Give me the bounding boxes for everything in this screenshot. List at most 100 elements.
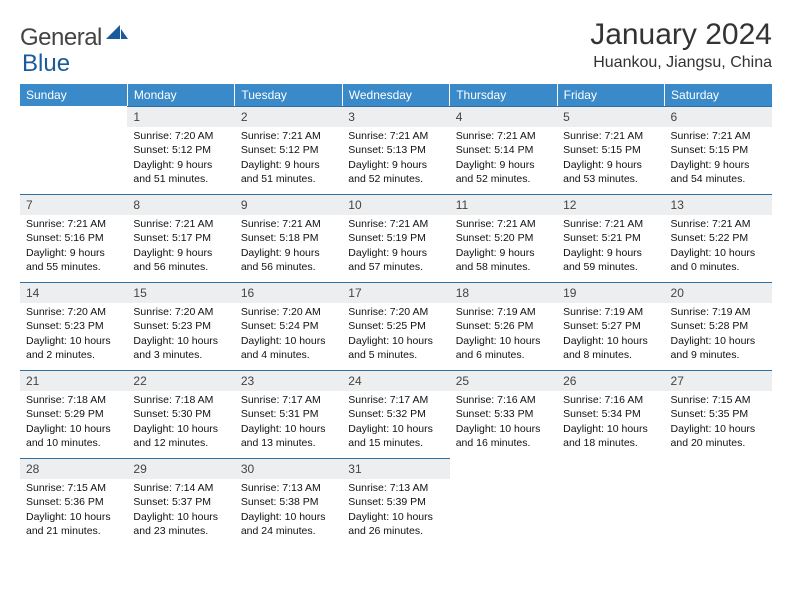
day-info: Sunrise: 7:21 AMSunset: 5:12 PMDaylight:… xyxy=(235,127,342,190)
calendar-cell: 8Sunrise: 7:21 AMSunset: 5:17 PMDaylight… xyxy=(127,194,234,282)
calendar-cell: 24Sunrise: 7:17 AMSunset: 5:32 PMDayligh… xyxy=(342,370,449,458)
day-info: Sunrise: 7:16 AMSunset: 5:33 PMDaylight:… xyxy=(450,391,557,454)
day-info: Sunrise: 7:18 AMSunset: 5:29 PMDaylight:… xyxy=(20,391,127,454)
daylight-text: Daylight: 9 hours and 52 minutes. xyxy=(456,158,551,186)
sunrise-text: Sunrise: 7:17 AM xyxy=(348,393,443,407)
day-number: 23 xyxy=(235,370,342,391)
daylight-text: Daylight: 9 hours and 55 minutes. xyxy=(26,246,121,274)
sunrise-text: Sunrise: 7:21 AM xyxy=(241,129,336,143)
sunset-text: Sunset: 5:32 PM xyxy=(348,407,443,421)
sunset-text: Sunset: 5:12 PM xyxy=(133,143,228,157)
day-info: Sunrise: 7:21 AMSunset: 5:16 PMDaylight:… xyxy=(20,215,127,278)
day-info: Sunrise: 7:17 AMSunset: 5:32 PMDaylight:… xyxy=(342,391,449,454)
sunrise-text: Sunrise: 7:20 AM xyxy=(133,129,228,143)
day-info: Sunrise: 7:18 AMSunset: 5:30 PMDaylight:… xyxy=(127,391,234,454)
sunset-text: Sunset: 5:26 PM xyxy=(456,319,551,333)
day-number: 1 xyxy=(127,106,234,127)
day-info: Sunrise: 7:19 AMSunset: 5:28 PMDaylight:… xyxy=(665,303,772,366)
day-info: Sunrise: 7:20 AMSunset: 5:12 PMDaylight:… xyxy=(127,127,234,190)
calendar-cell: 1Sunrise: 7:20 AMSunset: 5:12 PMDaylight… xyxy=(127,106,234,194)
calendar-cell: 29Sunrise: 7:14 AMSunset: 5:37 PMDayligh… xyxy=(127,458,234,542)
sunset-text: Sunset: 5:38 PM xyxy=(241,495,336,509)
daylight-text: Daylight: 10 hours and 5 minutes. xyxy=(348,334,443,362)
daylight-text: Daylight: 10 hours and 20 minutes. xyxy=(671,422,766,450)
sunrise-text: Sunrise: 7:21 AM xyxy=(671,129,766,143)
sunrise-text: Sunrise: 7:21 AM xyxy=(348,129,443,143)
sunset-text: Sunset: 5:23 PM xyxy=(26,319,121,333)
day-number: 17 xyxy=(342,282,449,303)
day-info: Sunrise: 7:21 AMSunset: 5:18 PMDaylight:… xyxy=(235,215,342,278)
day-number: 22 xyxy=(127,370,234,391)
sunrise-text: Sunrise: 7:19 AM xyxy=(456,305,551,319)
sunrise-text: Sunrise: 7:20 AM xyxy=(26,305,121,319)
day-info: Sunrise: 7:15 AMSunset: 5:35 PMDaylight:… xyxy=(665,391,772,454)
day-number: 8 xyxy=(127,194,234,215)
sunset-text: Sunset: 5:33 PM xyxy=(456,407,551,421)
day-info: Sunrise: 7:21 AMSunset: 5:21 PMDaylight:… xyxy=(557,215,664,278)
logo-text: General xyxy=(20,24,102,52)
daylight-text: Daylight: 10 hours and 23 minutes. xyxy=(133,510,228,538)
calendar-cell: 31Sunrise: 7:13 AMSunset: 5:39 PMDayligh… xyxy=(342,458,449,542)
day-number: 28 xyxy=(20,458,127,479)
day-number: 3 xyxy=(342,106,449,127)
day-number: 7 xyxy=(20,194,127,215)
calendar-cell: 22Sunrise: 7:18 AMSunset: 5:30 PMDayligh… xyxy=(127,370,234,458)
sunset-text: Sunset: 5:15 PM xyxy=(563,143,658,157)
calendar-cell: 14Sunrise: 7:20 AMSunset: 5:23 PMDayligh… xyxy=(20,282,127,370)
sunset-text: Sunset: 5:37 PM xyxy=(133,495,228,509)
daylight-text: Daylight: 10 hours and 26 minutes. xyxy=(348,510,443,538)
weekday-header: Wednesday xyxy=(342,84,449,106)
calendar-cell: 4Sunrise: 7:21 AMSunset: 5:14 PMDaylight… xyxy=(450,106,557,194)
sunrise-text: Sunrise: 7:18 AM xyxy=(133,393,228,407)
day-info: Sunrise: 7:21 AMSunset: 5:14 PMDaylight:… xyxy=(450,127,557,190)
sunset-text: Sunset: 5:36 PM xyxy=(26,495,121,509)
sunset-text: Sunset: 5:16 PM xyxy=(26,231,121,245)
daylight-text: Daylight: 10 hours and 3 minutes. xyxy=(133,334,228,362)
sunset-text: Sunset: 5:27 PM xyxy=(563,319,658,333)
sunrise-text: Sunrise: 7:20 AM xyxy=(348,305,443,319)
calendar-cell: 2Sunrise: 7:21 AMSunset: 5:12 PMDaylight… xyxy=(235,106,342,194)
daylight-text: Daylight: 9 hours and 57 minutes. xyxy=(348,246,443,274)
day-number: 16 xyxy=(235,282,342,303)
sunset-text: Sunset: 5:25 PM xyxy=(348,319,443,333)
day-number: 14 xyxy=(20,282,127,303)
sunrise-text: Sunrise: 7:13 AM xyxy=(348,481,443,495)
day-info: Sunrise: 7:21 AMSunset: 5:13 PMDaylight:… xyxy=(342,127,449,190)
daylight-text: Daylight: 10 hours and 16 minutes. xyxy=(456,422,551,450)
sunset-text: Sunset: 5:29 PM xyxy=(26,407,121,421)
sunrise-text: Sunrise: 7:16 AM xyxy=(563,393,658,407)
calendar-row: 1Sunrise: 7:20 AMSunset: 5:12 PMDaylight… xyxy=(20,106,772,194)
calendar-cell: 17Sunrise: 7:20 AMSunset: 5:25 PMDayligh… xyxy=(342,282,449,370)
logo: General xyxy=(20,24,130,52)
sunset-text: Sunset: 5:34 PM xyxy=(563,407,658,421)
day-number: 11 xyxy=(450,194,557,215)
day-info: Sunrise: 7:21 AMSunset: 5:17 PMDaylight:… xyxy=(127,215,234,278)
day-info: Sunrise: 7:19 AMSunset: 5:26 PMDaylight:… xyxy=(450,303,557,366)
calendar-cell: 23Sunrise: 7:17 AMSunset: 5:31 PMDayligh… xyxy=(235,370,342,458)
calendar-row: 14Sunrise: 7:20 AMSunset: 5:23 PMDayligh… xyxy=(20,282,772,370)
sunrise-text: Sunrise: 7:21 AM xyxy=(671,217,766,231)
daylight-text: Daylight: 10 hours and 9 minutes. xyxy=(671,334,766,362)
daylight-text: Daylight: 10 hours and 8 minutes. xyxy=(563,334,658,362)
sunrise-text: Sunrise: 7:19 AM xyxy=(671,305,766,319)
day-info: Sunrise: 7:14 AMSunset: 5:37 PMDaylight:… xyxy=(127,479,234,542)
location: Huankou, Jiangsu, China xyxy=(590,54,772,72)
day-info: Sunrise: 7:19 AMSunset: 5:27 PMDaylight:… xyxy=(557,303,664,366)
sunrise-text: Sunrise: 7:15 AM xyxy=(26,481,121,495)
sunset-text: Sunset: 5:17 PM xyxy=(133,231,228,245)
calendar-cell: 30Sunrise: 7:13 AMSunset: 5:38 PMDayligh… xyxy=(235,458,342,542)
day-info: Sunrise: 7:20 AMSunset: 5:25 PMDaylight:… xyxy=(342,303,449,366)
daylight-text: Daylight: 10 hours and 10 minutes. xyxy=(26,422,121,450)
day-number: 19 xyxy=(557,282,664,303)
sunrise-text: Sunrise: 7:19 AM xyxy=(563,305,658,319)
sunset-text: Sunset: 5:23 PM xyxy=(133,319,228,333)
day-number: 29 xyxy=(127,458,234,479)
header: General January 2024 Huankou, Jiangsu, C… xyxy=(20,18,772,72)
logo-sail-icon xyxy=(106,25,128,39)
day-number: 10 xyxy=(342,194,449,215)
calendar-cell xyxy=(557,458,664,542)
sunset-text: Sunset: 5:31 PM xyxy=(241,407,336,421)
calendar-cell: 6Sunrise: 7:21 AMSunset: 5:15 PMDaylight… xyxy=(665,106,772,194)
day-info: Sunrise: 7:21 AMSunset: 5:15 PMDaylight:… xyxy=(665,127,772,190)
daylight-text: Daylight: 10 hours and 18 minutes. xyxy=(563,422,658,450)
